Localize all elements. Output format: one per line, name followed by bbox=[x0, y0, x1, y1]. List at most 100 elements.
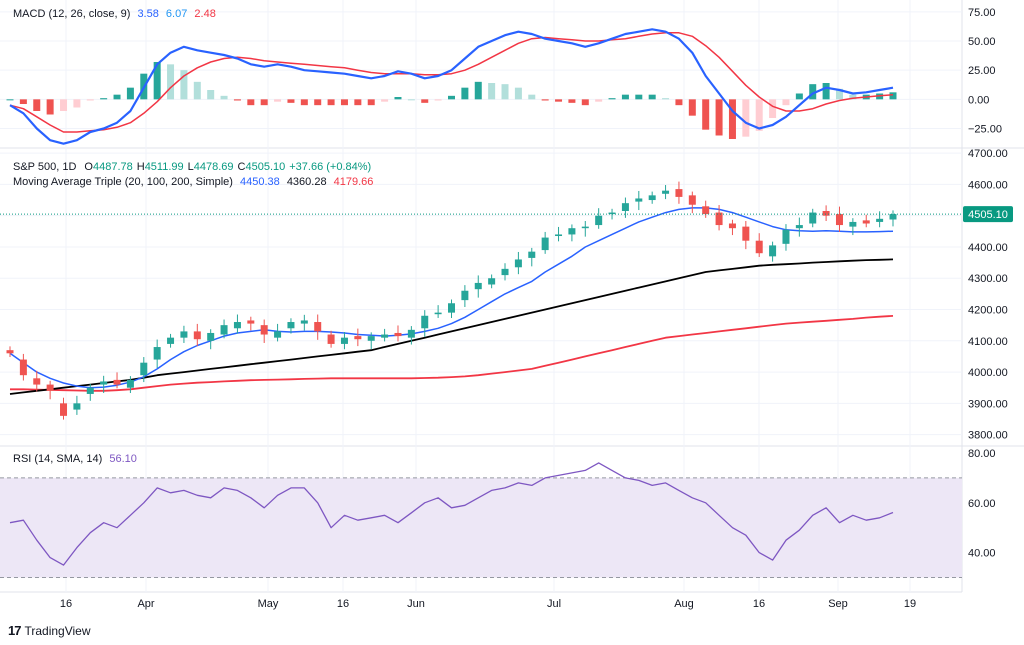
price-y-tick-label: 4100.00 bbox=[968, 336, 1008, 348]
macd-histogram-bar bbox=[488, 83, 496, 100]
macd-histogram-bar bbox=[434, 99, 442, 101]
macd-y-tick-label: 75.00 bbox=[968, 7, 996, 19]
price-y-tick-label: 4600.00 bbox=[968, 179, 1008, 191]
candle-body bbox=[581, 226, 589, 229]
candle-body bbox=[755, 240, 763, 254]
candle-body bbox=[822, 210, 830, 216]
macd-histogram-bar bbox=[6, 99, 14, 101]
candle-body bbox=[100, 381, 108, 385]
rsi-legend: RSI (14, SMA, 14) 56.10 bbox=[13, 453, 141, 465]
x-tick-label: 19 bbox=[904, 598, 916, 610]
candle-body bbox=[434, 312, 442, 315]
rsi-y-tick-label: 40.00 bbox=[968, 548, 996, 560]
ma20-line bbox=[9, 207, 894, 389]
macd-histogram-bar bbox=[742, 99, 750, 137]
macd-histogram-bar bbox=[407, 99, 415, 101]
candle-body bbox=[448, 303, 455, 313]
candle-body bbox=[381, 334, 389, 338]
candle-body bbox=[715, 212, 723, 226]
candle-body bbox=[46, 384, 54, 391]
candle-body bbox=[86, 387, 94, 394]
candle-body bbox=[795, 225, 803, 229]
rsi-line bbox=[9, 462, 894, 566]
candle-body bbox=[889, 214, 897, 220]
candle-body bbox=[555, 234, 563, 237]
macd-y-tick-label: 0.00 bbox=[968, 94, 989, 106]
candle-body bbox=[782, 229, 790, 244]
macd-histogram-bar bbox=[702, 99, 710, 130]
ma100-value: 4360.28 bbox=[286, 176, 327, 188]
macd-histogram-bar bbox=[608, 98, 616, 100]
candle-body bbox=[635, 198, 643, 202]
candle-body bbox=[19, 359, 27, 376]
macd-histogram-bar bbox=[287, 99, 295, 103]
macd-histogram-bar bbox=[889, 92, 897, 100]
low-label: L bbox=[187, 161, 194, 173]
x-tick-label: Aug bbox=[674, 598, 694, 610]
macd-histogram-bar bbox=[33, 99, 41, 111]
x-tick-label: May bbox=[258, 598, 279, 610]
candle-body bbox=[835, 214, 843, 226]
macd-histogram-bar bbox=[501, 84, 509, 100]
candle-body bbox=[73, 403, 81, 410]
candle-body bbox=[60, 403, 68, 416]
macd-histogram-bar bbox=[100, 98, 108, 100]
macd-histogram-bar bbox=[782, 99, 790, 106]
open-value: 4487.78 bbox=[92, 161, 133, 173]
candle-body bbox=[207, 332, 215, 341]
macd-histogram-bar bbox=[340, 99, 348, 106]
macd-histogram-bar bbox=[73, 99, 81, 108]
high-value: 4511.99 bbox=[144, 161, 184, 173]
price-y-tick-label: 4200.00 bbox=[968, 305, 1008, 317]
macd-histogram-bar bbox=[648, 94, 656, 100]
macd-histogram-bar bbox=[809, 84, 817, 100]
macd-histogram-bar bbox=[300, 99, 308, 106]
price-y-tick-label: 4700.00 bbox=[968, 148, 1008, 160]
macd-histogram-bar bbox=[822, 83, 830, 100]
macd-histogram-bar bbox=[581, 99, 589, 106]
x-tick-label: 16 bbox=[753, 598, 765, 610]
macd-histogram-bar bbox=[381, 99, 389, 102]
price-y-tick-label: 4000.00 bbox=[968, 367, 1008, 379]
candle-body bbox=[862, 220, 870, 224]
candle-body bbox=[528, 251, 536, 258]
ma200-value: 4179.66 bbox=[333, 176, 374, 188]
price-y-tick-label: 4400.00 bbox=[968, 242, 1008, 254]
candle-body bbox=[501, 268, 509, 276]
macd-histogram-bar bbox=[514, 87, 522, 100]
macd-histogram-bar bbox=[849, 94, 857, 100]
symbol-label: S&P 500, 1D bbox=[13, 161, 77, 173]
candle-body bbox=[876, 218, 884, 222]
macd-histogram-bar bbox=[167, 64, 175, 100]
x-tick-label: Apr bbox=[137, 598, 154, 610]
candle-body bbox=[167, 337, 175, 344]
macd-histogram-bar bbox=[461, 87, 469, 100]
candle-body bbox=[421, 315, 429, 329]
candle-body bbox=[728, 223, 736, 229]
macd-histogram-bar bbox=[621, 94, 629, 100]
candle-body bbox=[33, 378, 41, 385]
brand-name: TradingView bbox=[24, 623, 91, 638]
candle-body bbox=[488, 278, 496, 285]
macd-y-tick-label: −25.00 bbox=[968, 124, 1002, 136]
macd-histogram-bar bbox=[367, 99, 375, 106]
close-label: C bbox=[237, 161, 246, 173]
macd-histogram-bar bbox=[555, 99, 563, 102]
macd-histogram-bar bbox=[354, 99, 362, 106]
macd-histogram-bar bbox=[568, 99, 576, 103]
x-tick-label: Sep bbox=[828, 598, 848, 610]
macd-histogram-bar bbox=[528, 94, 536, 100]
price-legend: S&P 500, 1D O4487.78 H4511.99 L4478.69 C4505… bbox=[13, 161, 375, 173]
rsi-legend-value: 56.10 bbox=[109, 453, 137, 465]
candle-body bbox=[314, 322, 322, 332]
macd-histogram-bar bbox=[421, 99, 429, 103]
price-y-tick-label: 3800.00 bbox=[968, 430, 1008, 442]
macd-legend-value-signal: 6.07 bbox=[165, 8, 188, 20]
macd-histogram-bar bbox=[314, 99, 322, 106]
candle-body bbox=[354, 336, 362, 340]
candle-body bbox=[595, 215, 603, 226]
macd-histogram-bar bbox=[260, 99, 268, 106]
rsi-y-tick-label: 60.00 bbox=[968, 498, 996, 510]
macd-histogram-bar bbox=[448, 95, 455, 100]
